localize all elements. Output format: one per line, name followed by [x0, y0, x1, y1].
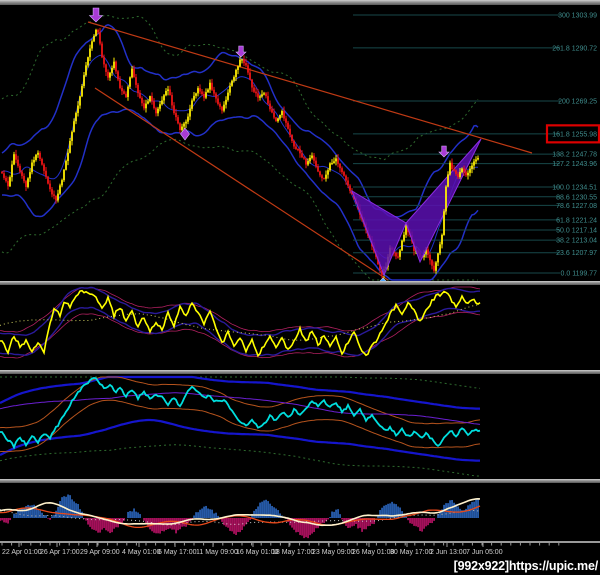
fib-label: 100.0 1234.51	[552, 185, 597, 192]
histogram-signal-lines	[0, 497, 481, 529]
fib-label: 200 1269.25	[558, 99, 597, 106]
price-markers	[88, 7, 450, 281]
fib-label: 88.6 1230.55	[556, 194, 597, 201]
time-axis-label: 22 Apr 01:00	[2, 549, 42, 556]
time-axis-label: 23 May 09:00	[312, 549, 355, 556]
time-axis-label: 18 May 17:00	[272, 549, 315, 556]
time-axis-label: 2 Jun 13:00	[430, 549, 467, 556]
time-axis-label: 4 May 01:00	[122, 549, 161, 556]
descending-trendlines	[87, 21, 533, 281]
time-axis-label: 11 May 09:00	[196, 549, 238, 556]
fib-label: 23.6 1207.97	[556, 250, 597, 257]
watermark: [992x922]https://upic.me/	[453, 559, 599, 573]
indicator-panel-2[interactable]	[0, 374, 600, 479]
indicator-panel-1[interactable]	[0, 285, 600, 370]
oscillator1-bands	[0, 286, 481, 359]
panel-separator-handle[interactable]	[0, 479, 600, 483]
time-axis-label: 29 Apr 09:00	[80, 549, 120, 556]
indicator-panel-3[interactable]	[0, 483, 600, 541]
panel-separator-handle[interactable]	[0, 370, 600, 374]
fib-label: 300 1303.99	[558, 13, 597, 20]
sell-arrow-icon	[438, 145, 450, 158]
time-axis-label: 26 Apr 17:00	[40, 549, 80, 556]
fib-label: 161.8 1255.98	[552, 131, 597, 138]
buy-arrow-icon	[379, 277, 387, 281]
oscillator2-bands	[0, 375, 481, 477]
axis-ticks	[1, 543, 560, 547]
fib-label: 138.2 1247.78	[552, 152, 597, 159]
sell-arrow-icon	[88, 7, 104, 23]
diamond-marker-icon	[180, 127, 190, 141]
fib-label: 38.2 1213.04	[556, 238, 597, 245]
fib-label: 0.0 1199.77	[561, 271, 598, 278]
panel-separator-handle[interactable]	[0, 281, 600, 285]
time-axis-label: 16 May 01:00	[236, 549, 279, 556]
oscillator1-signal-dotted	[0, 304, 481, 341]
oscillator2-main-line	[0, 376, 481, 450]
oscillator1-main-line	[0, 289, 481, 358]
time-axis-label: 6 May 17:00	[158, 549, 197, 556]
panel-separator[interactable]	[0, 0, 600, 5]
candles-layer	[1, 27, 429, 279]
fib-label: 61.8 1221.24	[556, 217, 597, 224]
time-axis-label: 7 Jun 05:00	[466, 549, 503, 556]
alert-box	[545, 124, 600, 144]
fib-label: 50.0 1217.14	[556, 228, 597, 235]
sell-arrow-icon	[235, 45, 247, 58]
time-axis-label: 30 May 17:00	[390, 549, 433, 556]
fib-label: 127.2 1243.96	[552, 161, 597, 168]
fib-label: 78.6 1227.08	[556, 203, 597, 210]
candles-layer-front	[429, 155, 479, 274]
time-axis-label: 26 May 01:00	[352, 549, 395, 556]
main-price-panel[interactable]: 300 1303.99 261.8 1290.72 200 1269.25 161.8…	[0, 5, 600, 281]
fib-retracement: 300 1303.99 261.8 1290.72 200 1269.25 161.8…	[353, 13, 597, 278]
fib-label: 261.8 1290.72	[552, 45, 597, 52]
